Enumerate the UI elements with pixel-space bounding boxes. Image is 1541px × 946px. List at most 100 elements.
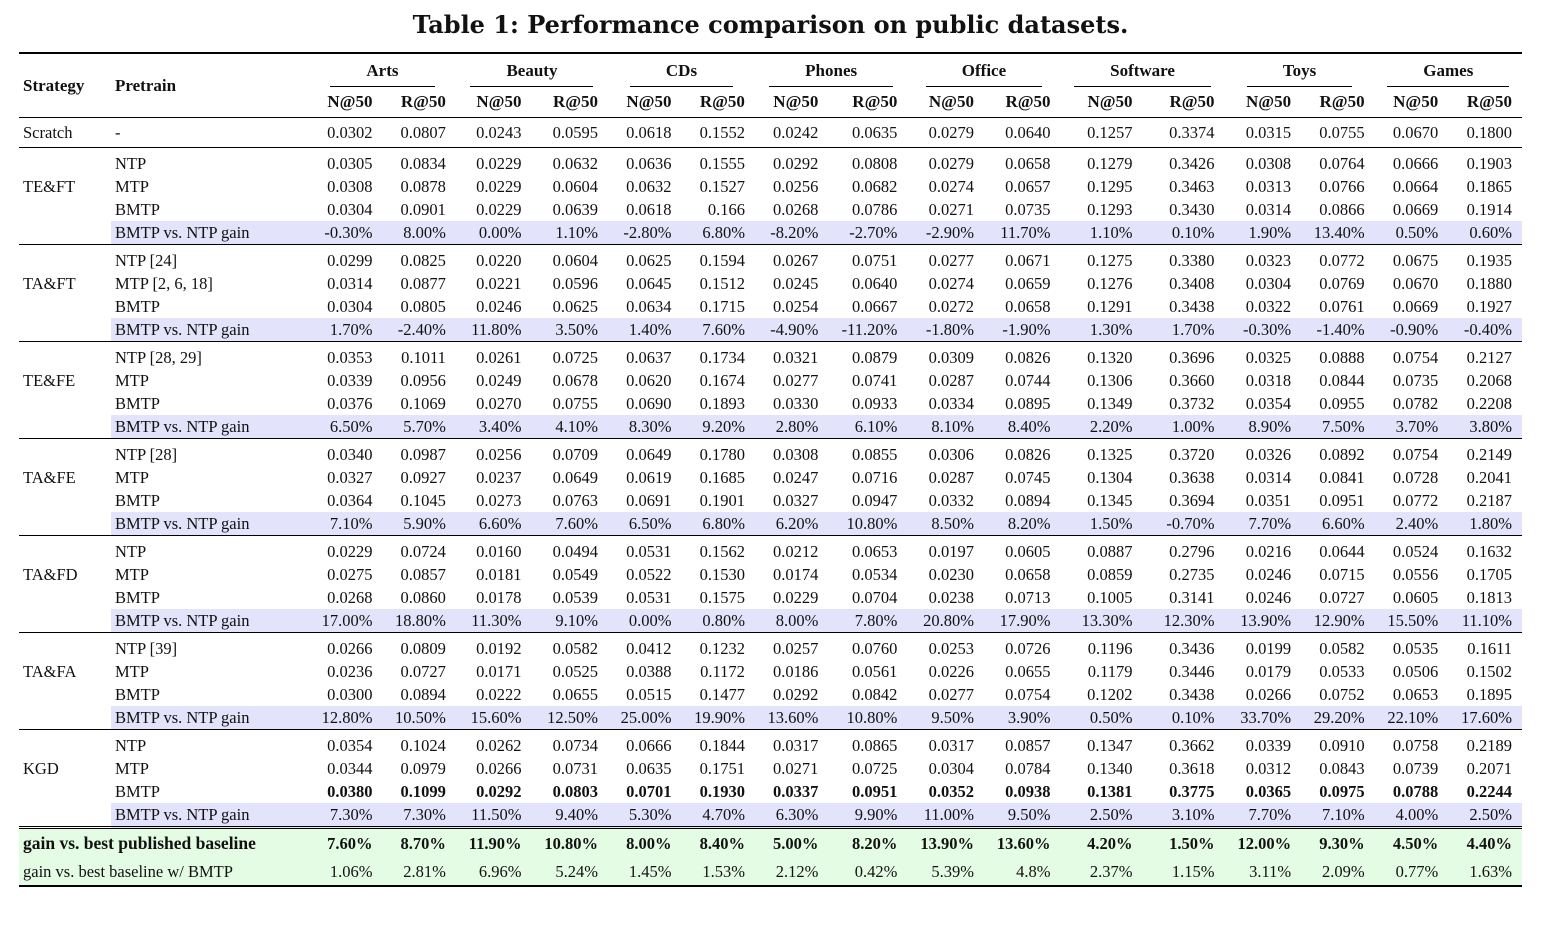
table-cell: 0.1202 [1087, 685, 1133, 704]
table-row: MTP 0.0308 0.0878 0.0229 0.0604 0.0632 0.1527 0… [19, 175, 1522, 198]
table-cell: 0.1685 [699, 468, 745, 487]
table-cell: 0.0826 [983, 438, 1061, 466]
table-cell: 0.0669 [1392, 200, 1439, 219]
table-cell: 0.00% [608, 609, 682, 633]
table-cell: -2.40% [382, 318, 456, 342]
table-cell: 10.50% [382, 706, 456, 730]
table-cell: 0.0938 [1005, 782, 1051, 801]
table-cell: 0.0274 [928, 274, 974, 293]
table-row: TE&FE NTP [28, 29] 0.0353 0.1011 0.0261 0.072… [19, 341, 1522, 415]
pretrain-cell: BMTP [115, 685, 160, 704]
table-cell: 0.0256 [455, 438, 532, 466]
table-cell: 0.0625 [552, 297, 599, 316]
table-cell: 9.50% [983, 803, 1061, 828]
table-cell: 0.0644 [1301, 535, 1375, 563]
table-cell: 0.0277 [773, 371, 819, 390]
table-cell: 7.70% [1224, 512, 1302, 536]
table-cell: 9.50% [907, 706, 984, 730]
table-cell: 0.0595 [531, 117, 609, 148]
table-cell: 0.3463 [1169, 177, 1215, 196]
table-cell: 3.90% [983, 706, 1061, 730]
table-cell: 0.0731 [552, 759, 599, 778]
table-cell: 0.0292 [476, 782, 522, 801]
strategy-cell: TA&FE [19, 438, 111, 512]
table-cell: 0.3141 [1169, 588, 1215, 607]
table-cell: 0.0337 [773, 782, 819, 801]
table-cell: 6.96% [455, 857, 532, 887]
table-cell: 0.1232 [681, 632, 755, 660]
table-cell: 0.1844 [681, 729, 755, 757]
table-cell: 0.0221 [476, 274, 522, 293]
table-cell: 0.0304 [327, 200, 373, 219]
table-cell: 0.0292 [754, 147, 829, 175]
table-cell: 0.0760 [828, 632, 908, 660]
table-cell: 0.0808 [828, 147, 908, 175]
table-cell: 7.50% [1301, 415, 1375, 439]
table-cell: 0.0266 [309, 632, 383, 660]
strategy-cell-empty [19, 512, 111, 536]
table-cell: 0.0582 [1301, 632, 1375, 660]
table-cell: 0.0268 [327, 588, 373, 607]
table-cell: -2.70% [828, 221, 908, 245]
table-cell: 0.0892 [1301, 438, 1375, 466]
table-cell: 0.0755 [1301, 117, 1375, 148]
table-cell: 0.0314 [1245, 468, 1292, 487]
table-cell: 0.3430 [1169, 200, 1215, 219]
table-cell: 0.0314 [1245, 200, 1292, 219]
table-cell: 0.0755 [552, 394, 599, 413]
table-cell: 0.0229 [455, 147, 532, 175]
table-cell: 8.90% [1224, 415, 1302, 439]
table-cell: 1.70% [1142, 318, 1225, 342]
table-cell: 0.0534 [852, 565, 898, 584]
table-cell: 6.60% [1301, 512, 1375, 536]
table-cell: 0.1340 [1087, 759, 1133, 778]
table-cell: 0.0841 [1319, 468, 1365, 487]
table-cell: 0.0230 [928, 565, 974, 584]
table-cell: 0.80% [681, 609, 755, 633]
table-cell: 22.10% [1374, 706, 1449, 730]
table-cell: 0.0229 [476, 177, 522, 196]
table-cell: 0.0666 [608, 729, 682, 757]
table-cell: 0.0844 [1319, 371, 1365, 390]
table-cell: 0.0236 [327, 662, 373, 681]
table-row-gain: BMTP vs. NTP gain 7.10% 5.90% 6.60% 7.60% 6.5… [19, 512, 1522, 536]
summary-label: gain vs. best baseline w/ BMTP [19, 857, 309, 887]
table-cell: 0.0855 [828, 438, 908, 466]
pretrain-cell: MTP [115, 468, 149, 487]
table-cell: 0.3775 [1169, 782, 1215, 801]
table-cell: 3.80% [1448, 415, 1522, 439]
pretrain-cell: MTP [115, 565, 149, 584]
table-cell: 0.2041 [1466, 468, 1512, 487]
table-row: BMTP 0.0376 0.1069 0.0270 0.0755 0.0690 0.1893… [19, 392, 1522, 415]
table-cell: -1.40% [1301, 318, 1375, 342]
strategy-cell-empty [19, 803, 111, 828]
table-cell: 0.1895 [1466, 685, 1512, 704]
table-cell: 0.1512 [699, 274, 745, 293]
table-cell: 0.3638 [1169, 468, 1215, 487]
table-cell: 0.0649 [608, 438, 682, 466]
table-cell: 0.0229 [773, 588, 819, 607]
metric-header-recall: R@50 [1142, 87, 1225, 118]
table-cell: 0.0857 [983, 729, 1061, 757]
table-cell: 13.90% [1224, 609, 1302, 633]
table-cell: 0.1562 [681, 535, 755, 563]
table-cell: 0.2735 [1169, 565, 1215, 584]
table-cell: 6.80% [681, 221, 755, 245]
table-cell: 0.0620 [626, 371, 672, 390]
table-cell: 0.0860 [400, 588, 446, 607]
table-cell: 1.50% [1142, 826, 1225, 857]
strategy-cell: TE&FE [19, 341, 111, 415]
table-cell: 0.0786 [852, 200, 898, 219]
pretrain-cell: BMTP vs. NTP gain [111, 803, 309, 828]
table-row: MTP 0.0327 0.0927 0.0237 0.0649 0.0619 0.1685 0… [19, 466, 1522, 489]
table-cell: 7.60% [531, 512, 609, 536]
pretrain-cell: BMTP vs. NTP gain [111, 706, 309, 730]
dataset-header: Beauty [455, 52, 609, 87]
table-cell: 0.0604 [531, 244, 609, 272]
table-cell: 0.0834 [382, 147, 456, 175]
dataset-header-label: Games [1387, 56, 1510, 87]
table-cell: 12.50% [531, 706, 609, 730]
table-cell: 0.0632 [626, 177, 672, 196]
table-row-gain: BMTP vs. NTP gain 6.50% 5.70% 3.40% 4.10% 8.3… [19, 415, 1522, 439]
table-cell: 17.60% [1448, 706, 1522, 730]
